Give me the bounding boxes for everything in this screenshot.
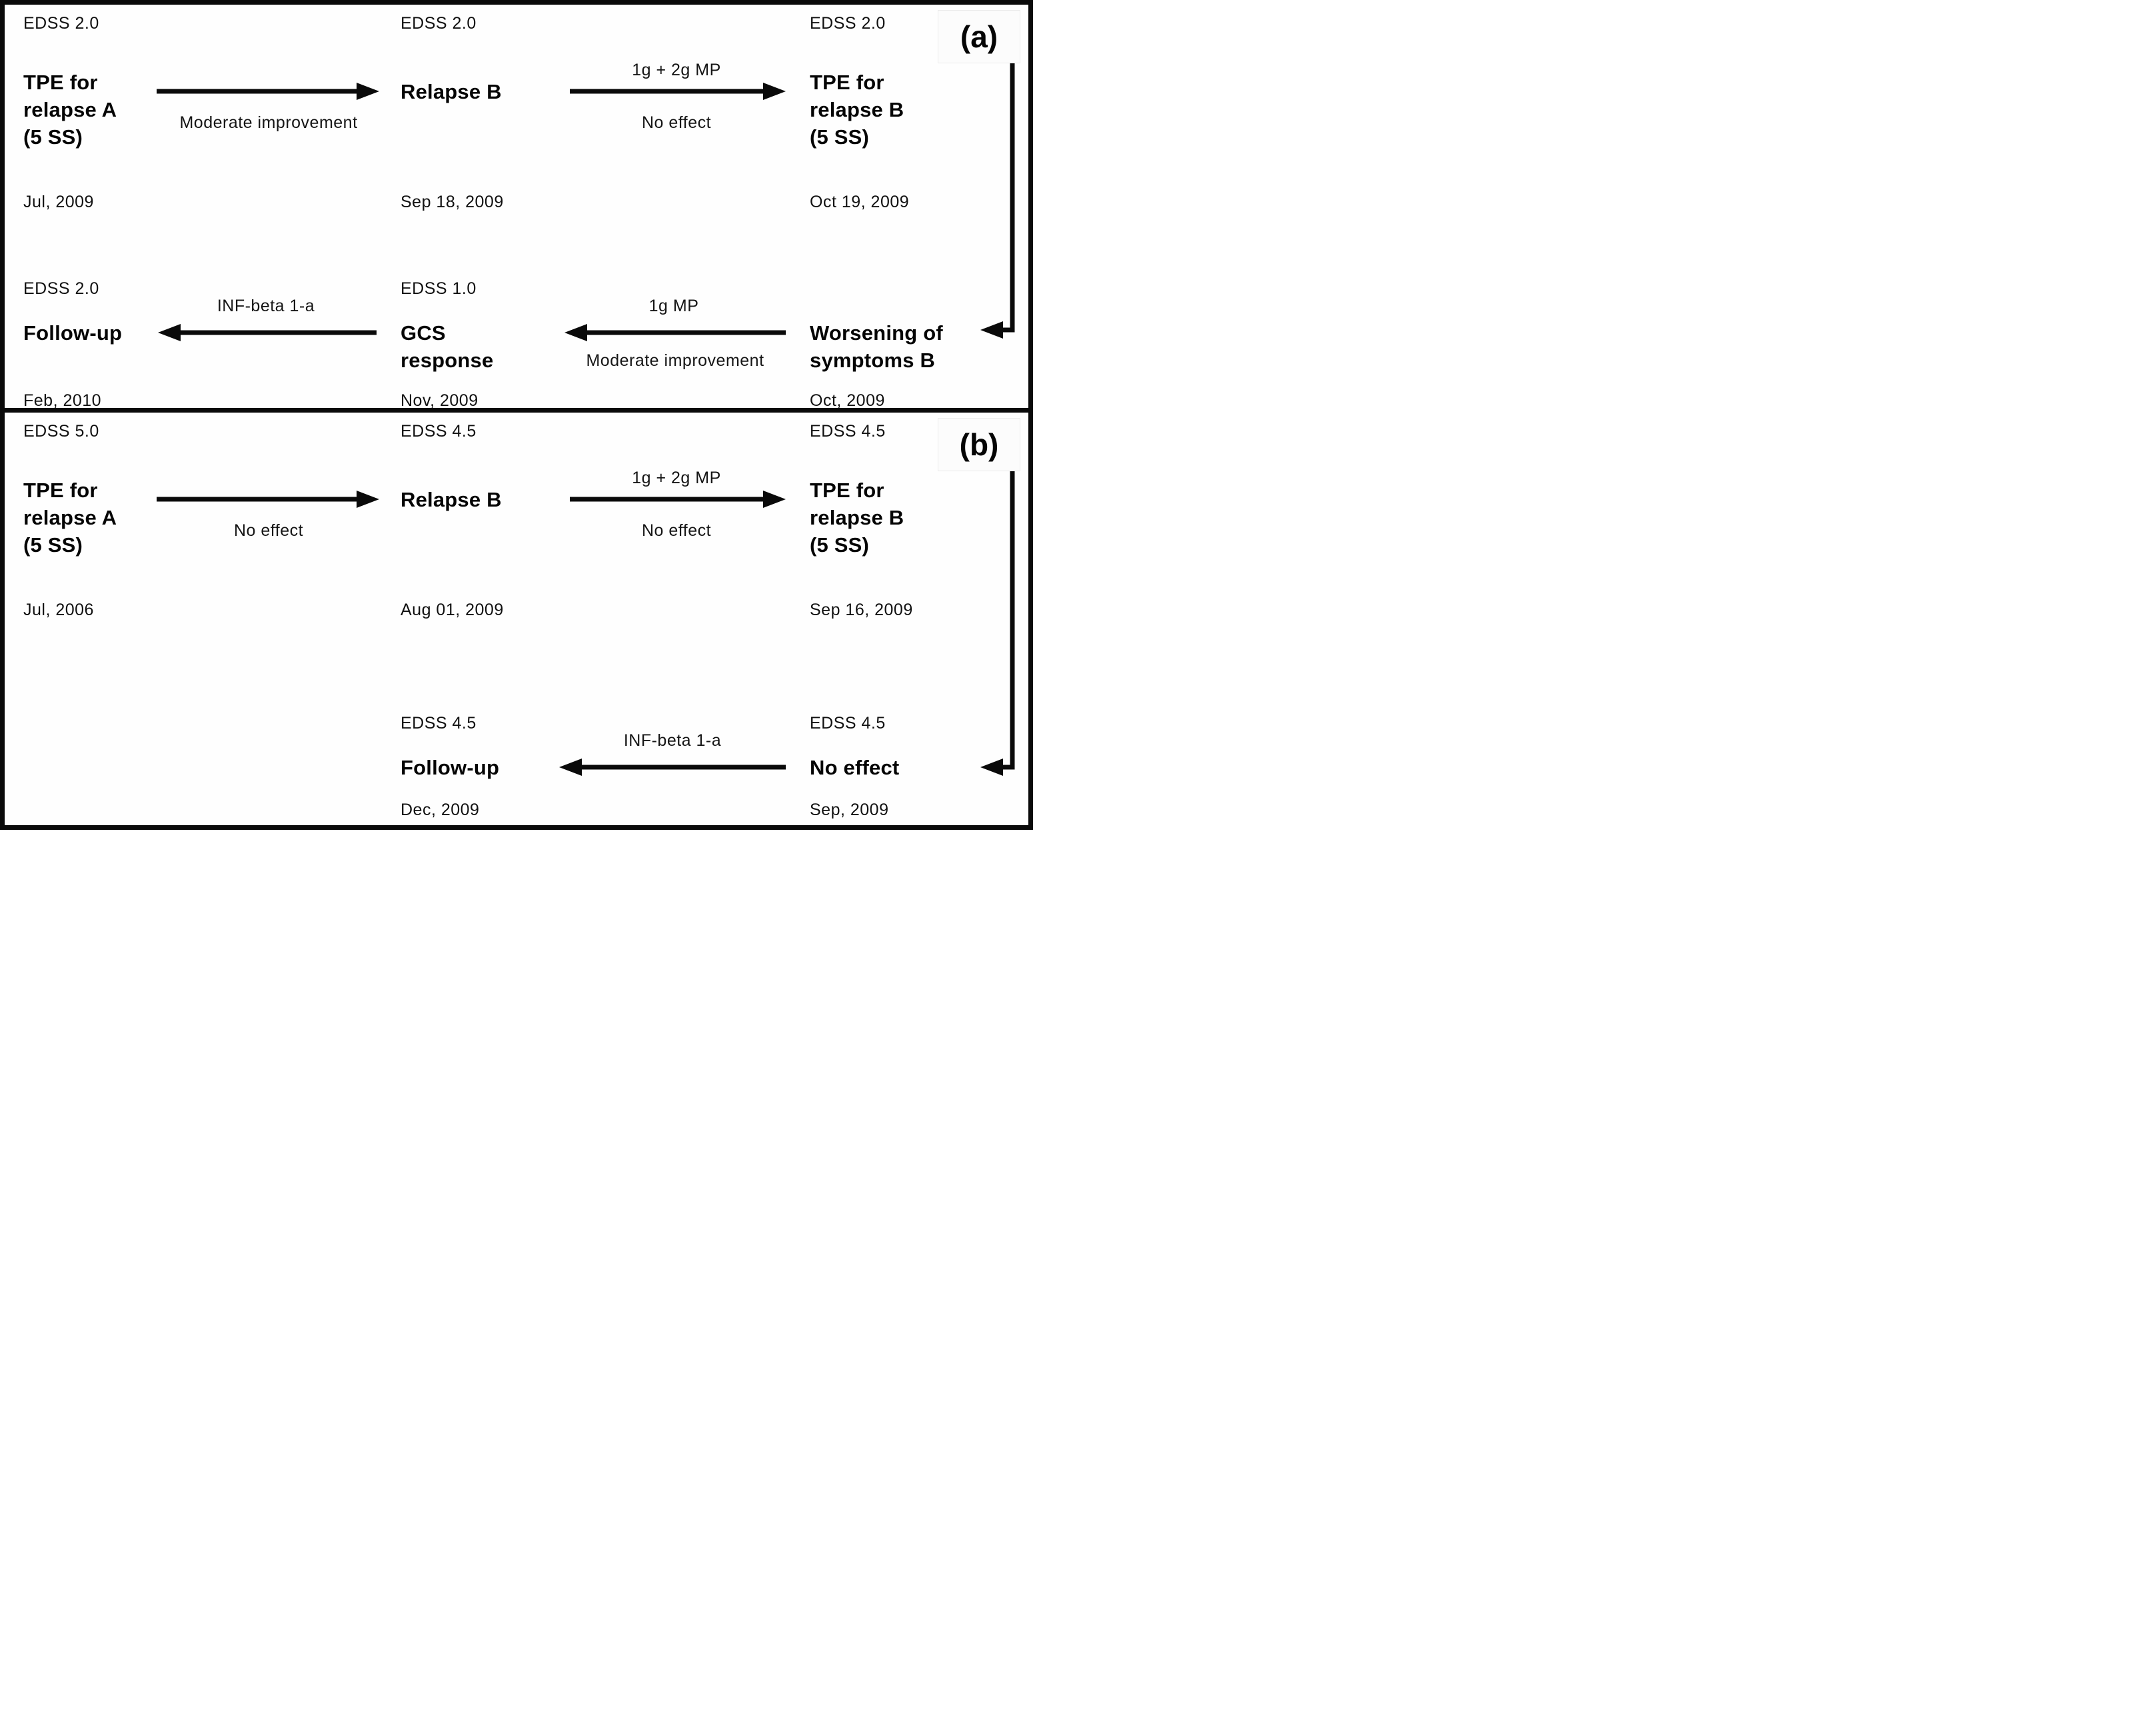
panel-label-b: (b)	[959, 427, 999, 462]
arrow-label-1g-2g-mp: 1g + 2g MP	[632, 61, 721, 79]
arrow-label-1g-2g-mp: 1g + 2g MP	[632, 469, 721, 487]
connector-tpeB-to-worsening	[964, 57, 1015, 333]
arrow-label-no-effect: No effect	[641, 521, 712, 540]
date-label: Feb, 2010	[23, 391, 102, 410]
date-label: Oct 19, 2009	[810, 193, 910, 211]
panel-a: (a) EDSS 2.0 TPE for relapse A (5 SS) Ju…	[5, 5, 1028, 413]
arrowhead-left-icon	[980, 321, 1003, 339]
edss-label: EDSS 4.5	[401, 714, 477, 733]
edss-label: EDSS 2.0	[810, 14, 886, 33]
date-label: Oct, 2009	[810, 391, 885, 410]
arrow-label-inf-beta-1a: INF-beta 1-a	[623, 731, 722, 750]
date-label: Sep, 2009	[810, 801, 889, 819]
arrowhead-left-icon	[158, 324, 181, 341]
edss-label: EDSS 2.0	[23, 14, 99, 33]
edss-label: EDSS 1.0	[401, 279, 477, 298]
panel-label-box-a: (a)	[938, 10, 1020, 63]
edss-label: EDSS 2.0	[401, 14, 477, 33]
arrowhead-left-icon	[559, 759, 582, 776]
panel-label-a: (a)	[960, 19, 998, 54]
node-title-no-effect: No effect	[810, 756, 900, 779]
arrow-label-moderate-improvement: Moderate improvement	[179, 113, 358, 132]
node-title-relapse-b: Relapse B	[401, 488, 502, 511]
arrow-label-no-effect: No effect	[641, 113, 712, 132]
arrowhead-left-icon	[564, 324, 587, 341]
date-label: Nov, 2009	[401, 391, 479, 410]
date-label: Jul, 2009	[23, 193, 94, 211]
treatment-timeline-figure: (a) EDSS 2.0 TPE for relapse A (5 SS) Ju…	[0, 0, 1033, 830]
date-label: Aug 01, 2009	[401, 601, 504, 619]
arrow-label-no-effect: No effect	[233, 521, 304, 540]
node-title-tpe-relapse-b: TPE for relapse B (5 SS)	[810, 479, 904, 557]
panel-label-box-b: (b)	[938, 418, 1020, 471]
arrowhead-right-icon	[357, 83, 379, 100]
node-title-tpe-relapse-b: TPE for relapse B (5 SS)	[810, 71, 904, 149]
edss-label: EDSS 5.0	[23, 422, 99, 441]
date-label: Sep 16, 2009	[810, 601, 913, 619]
connector-tpeB-to-noeffect	[964, 461, 1015, 770]
date-label: Dec, 2009	[401, 801, 480, 819]
edss-label: EDSS 4.5	[401, 422, 477, 441]
date-label: Jul, 2006	[23, 601, 94, 619]
edss-label: EDSS 4.5	[810, 714, 886, 733]
node-title-gcs-response: GCS response	[401, 321, 494, 372]
node-title-tpe-relapse-a: TPE for relapse A (5 SS)	[23, 71, 117, 149]
arrow-label-1g-mp: 1g MP	[648, 297, 699, 315]
panel-b: (b) EDSS 5.0 TPE for relapse A (5 SS) Ju…	[5, 413, 1028, 821]
arrow-label-inf-beta-1a: INF-beta 1-a	[217, 297, 315, 315]
node-title-worsening-symptoms-b: Worsening of symptoms B	[810, 321, 943, 372]
node-title-tpe-relapse-a: TPE for relapse A (5 SS)	[23, 479, 117, 557]
node-title-followup: Follow-up	[401, 756, 500, 779]
edss-label: EDSS 2.0	[23, 279, 99, 298]
arrow-label-moderate-improvement: Moderate improvement	[586, 351, 764, 370]
arrowhead-right-icon	[763, 83, 786, 100]
date-label: Sep 18, 2009	[401, 193, 504, 211]
node-title-relapse-b: Relapse B	[401, 80, 502, 103]
arrowhead-right-icon	[763, 491, 786, 508]
node-title-followup: Follow-up	[23, 321, 123, 345]
arrowhead-left-icon	[980, 759, 1003, 776]
edss-label: EDSS 4.5	[810, 422, 886, 441]
arrowhead-right-icon	[357, 491, 379, 508]
